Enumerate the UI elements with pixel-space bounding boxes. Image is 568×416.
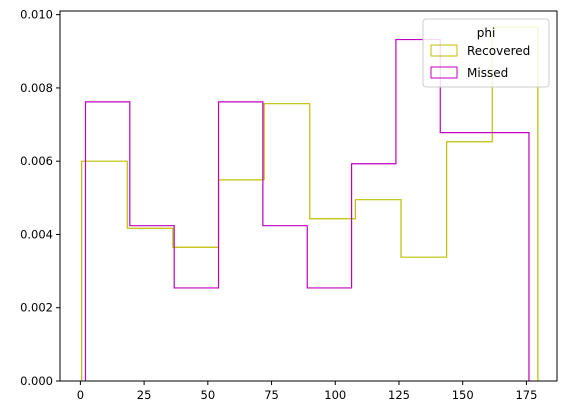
y-axis: 0.000 0.002 0.004 0.006 0.008 0.010: [20, 8, 60, 388]
legend-box: [422, 18, 550, 88]
x-tick-label: 150: [452, 388, 474, 402]
y-tick-label: 0.002: [20, 301, 53, 315]
legend-label-recovered: Recovered: [467, 44, 530, 58]
series-recovered-outline: [81, 26, 539, 381]
legend: phi Recovered Missed: [422, 18, 550, 88]
x-tick-label: 50: [201, 388, 216, 402]
legend-title: phi: [477, 26, 496, 40]
x-tick-label: 25: [137, 388, 152, 402]
y-tick-label: 0.008: [20, 81, 53, 95]
y-tick-label: 0.000: [20, 374, 53, 388]
axes-frame: [59, 10, 558, 382]
legend-label-missed: Missed: [467, 66, 508, 80]
legend-swatch-missed: [430, 66, 458, 79]
legend-swatch-recovered: [430, 44, 458, 57]
series-missed-outline: [84, 38, 530, 381]
y-tick-label: 0.004: [20, 227, 53, 241]
x-tick-label: 175: [515, 388, 537, 402]
plot-area: [81, 26, 539, 381]
x-tick-label: 100: [324, 388, 346, 402]
x-axis: 0 25 50 75 100 125 150 175: [77, 381, 537, 402]
y-tick-label: 0.010: [20, 8, 53, 22]
x-tick-label: 0: [77, 388, 84, 402]
y-tick-label: 0.006: [20, 154, 53, 168]
x-tick-label: 75: [264, 388, 279, 402]
x-tick-label: 125: [388, 388, 410, 402]
